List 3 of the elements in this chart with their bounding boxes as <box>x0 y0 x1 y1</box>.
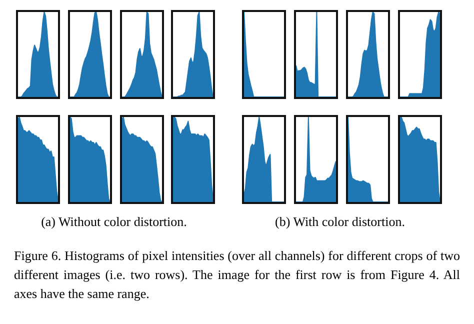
text: (b) With color distortion. <box>274 214 406 230</box>
text: (a) Without color distortion. <box>40 214 188 230</box>
caption: Figure 6. Histograms of pixel intensities (over all channels) for different crops of two different images (i.e. two rows). The image for the first row is from Figure 4. All axes have the same range. <box>14 247 460 303</box>
